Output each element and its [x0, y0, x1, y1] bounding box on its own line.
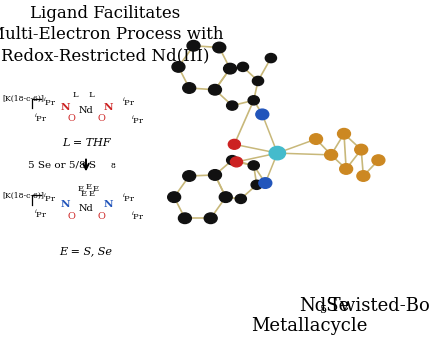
Circle shape	[259, 178, 272, 188]
Text: 8: 8	[111, 162, 116, 170]
Text: Metallacycle: Metallacycle	[252, 316, 368, 335]
Text: E = S, Se: E = S, Se	[59, 247, 113, 257]
Circle shape	[325, 150, 338, 160]
Circle shape	[209, 170, 221, 180]
Text: E: E	[88, 190, 94, 197]
Circle shape	[235, 194, 246, 203]
Text: $^i$Pr: $^i$Pr	[122, 191, 136, 204]
Text: $^i$Pr: $^i$Pr	[131, 209, 144, 222]
Text: L    L: L L	[73, 91, 95, 99]
Circle shape	[269, 146, 286, 160]
Circle shape	[224, 64, 236, 73]
Circle shape	[252, 76, 264, 86]
Text: Twisted-Boat: Twisted-Boat	[323, 297, 430, 315]
Circle shape	[265, 54, 276, 63]
Circle shape	[248, 161, 259, 170]
Text: O: O	[97, 212, 105, 221]
Circle shape	[224, 63, 236, 74]
Text: 5 Se or 5/8 S: 5 Se or 5/8 S	[28, 160, 96, 169]
Circle shape	[219, 192, 232, 202]
Circle shape	[209, 85, 221, 94]
Circle shape	[372, 155, 385, 165]
Circle shape	[310, 134, 322, 144]
Circle shape	[248, 96, 259, 105]
Text: L = THF: L = THF	[61, 138, 111, 147]
Text: $^i$Pr: $^i$Pr	[131, 113, 144, 126]
Text: $^i$Pr: $^i$Pr	[43, 191, 56, 204]
Text: N: N	[61, 200, 70, 209]
Circle shape	[178, 213, 191, 224]
Text: O: O	[97, 114, 105, 124]
Text: E: E	[81, 190, 87, 197]
Text: N: N	[104, 200, 114, 209]
Text: $^i$Pr: $^i$Pr	[34, 112, 48, 124]
Text: NdSe: NdSe	[299, 297, 349, 315]
Circle shape	[355, 144, 368, 155]
Text: [K(18-c-6)]: [K(18-c-6)]	[2, 191, 44, 199]
Text: E: E	[92, 186, 98, 193]
Text: Multi-Electron Process with: Multi-Electron Process with	[0, 26, 223, 43]
Circle shape	[227, 101, 238, 110]
Text: Redox-Restricted Nd(III): Redox-Restricted Nd(III)	[1, 48, 209, 64]
Circle shape	[204, 213, 217, 224]
Text: [K(18-c-6)]: [K(18-c-6)]	[2, 95, 44, 102]
Circle shape	[209, 84, 221, 95]
Text: Nd: Nd	[79, 204, 93, 213]
Circle shape	[168, 192, 181, 202]
Circle shape	[183, 83, 196, 93]
Text: $^i$Pr: $^i$Pr	[34, 208, 48, 220]
Circle shape	[251, 180, 262, 189]
Circle shape	[213, 42, 226, 53]
Text: E: E	[85, 183, 91, 191]
Text: E: E	[77, 186, 83, 193]
Circle shape	[228, 139, 240, 149]
Circle shape	[209, 170, 221, 180]
Circle shape	[220, 193, 231, 202]
Circle shape	[183, 171, 196, 181]
Text: O: O	[68, 114, 76, 124]
Circle shape	[172, 62, 185, 72]
Circle shape	[230, 157, 243, 167]
Circle shape	[187, 40, 200, 51]
Circle shape	[338, 128, 350, 139]
Circle shape	[256, 109, 269, 120]
Text: $^i$Pr: $^i$Pr	[43, 95, 56, 108]
Text: N: N	[104, 103, 114, 112]
Circle shape	[357, 171, 370, 181]
Text: N: N	[61, 103, 70, 112]
Text: Ligand Facilitates: Ligand Facilitates	[30, 5, 181, 22]
Text: $^i$Pr: $^i$Pr	[122, 95, 136, 108]
Text: 5: 5	[320, 306, 328, 315]
Text: Nd: Nd	[79, 106, 93, 115]
Circle shape	[340, 164, 353, 174]
Circle shape	[237, 62, 249, 71]
Circle shape	[227, 156, 238, 165]
Text: O: O	[68, 212, 76, 221]
